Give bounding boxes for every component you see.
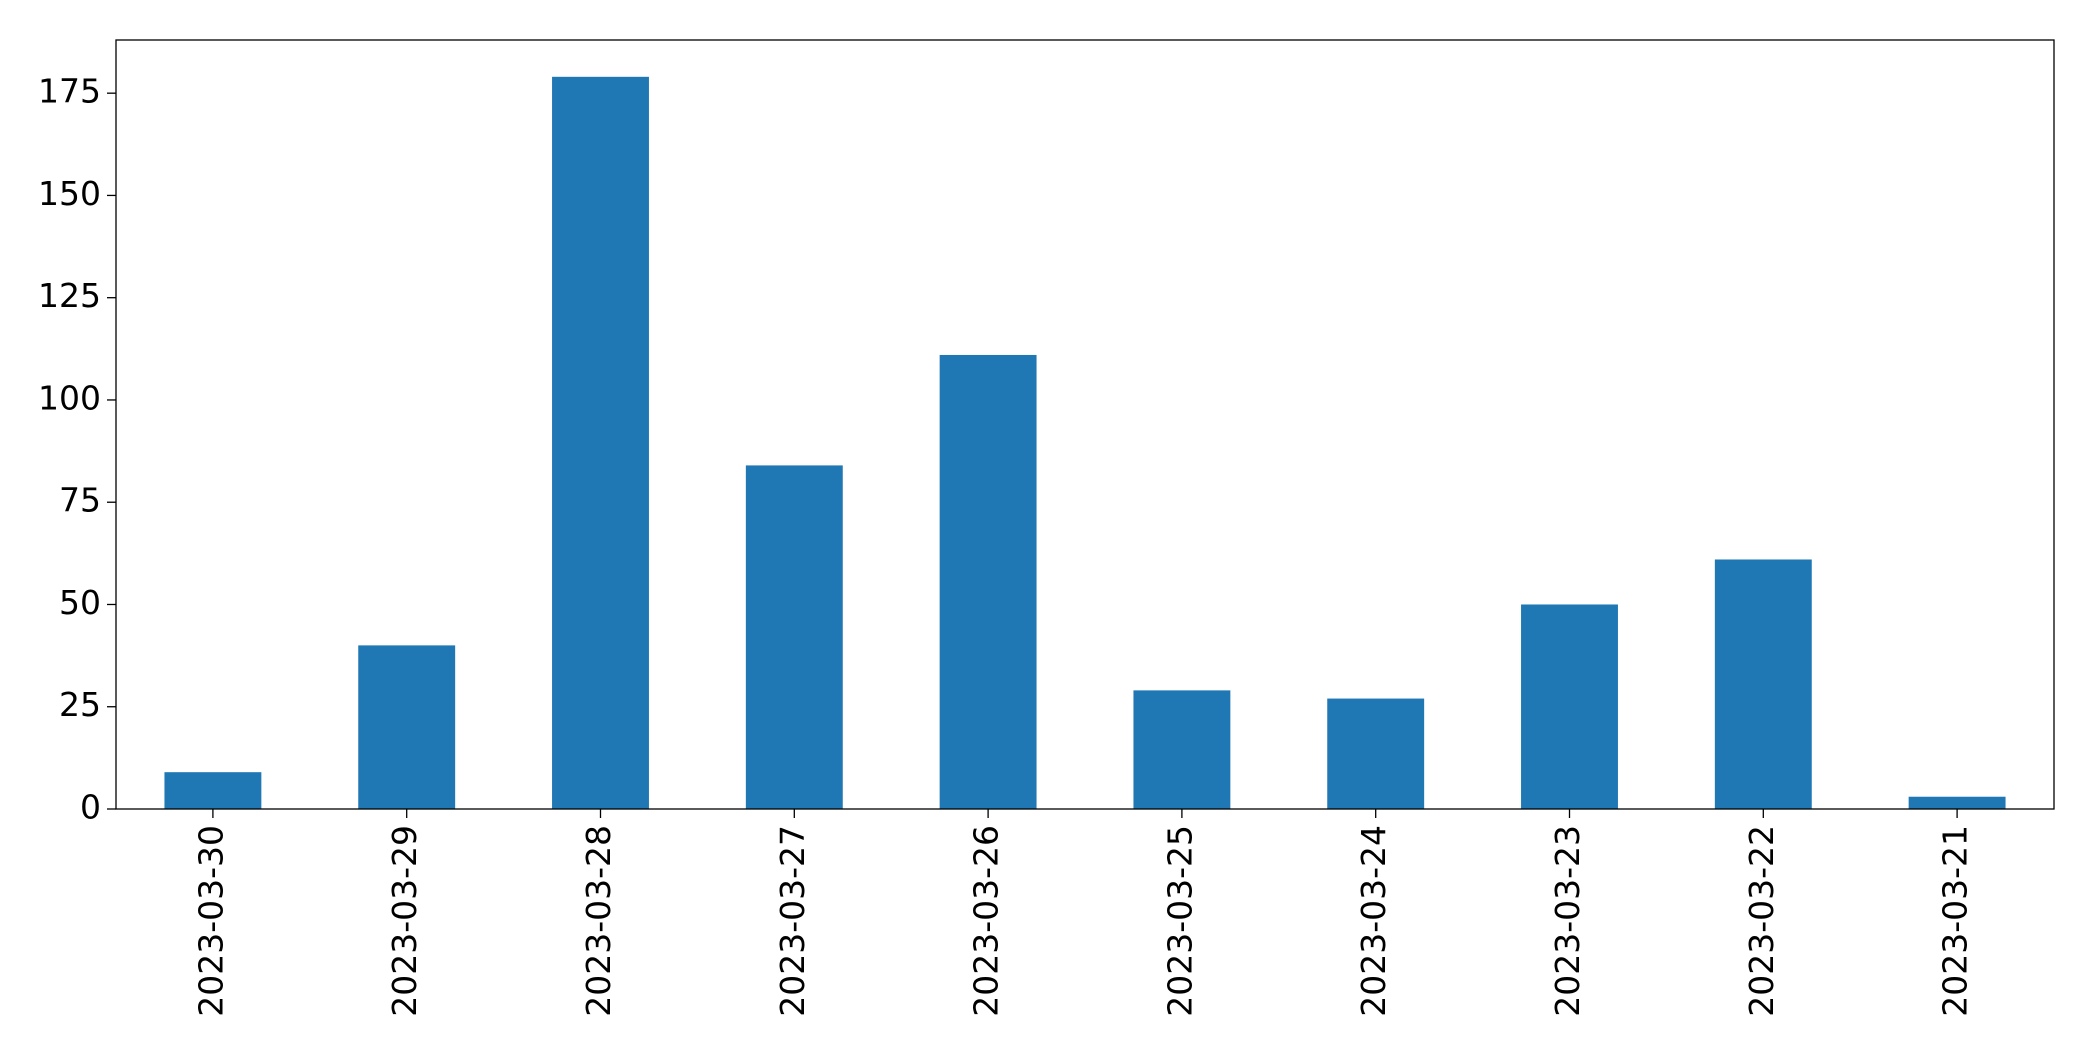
x-tick-label: 2023-03-27	[773, 825, 812, 1017]
x-tick-label: 2023-03-22	[1742, 825, 1781, 1017]
y-tick-label: 25	[59, 685, 101, 724]
y-tick-label: 150	[38, 174, 101, 213]
bar	[745, 465, 843, 809]
y-tick-label: 100	[38, 378, 101, 417]
x-tick-label: 2023-03-25	[1160, 825, 1199, 1017]
axes-frame	[115, 39, 2055, 810]
bar	[358, 645, 456, 809]
bar	[1714, 559, 1812, 809]
x-tick-label: 2023-03-23	[1548, 825, 1587, 1017]
bar	[552, 76, 649, 809]
x-tick-label: 2023-03-21	[1936, 825, 1975, 1017]
x-tick-label: 2023-03-24	[1354, 825, 1393, 1017]
y-tick-label: 125	[38, 276, 101, 315]
x-tick-label: 2023-03-30	[191, 825, 230, 1017]
x-tick-label: 2023-03-29	[385, 825, 424, 1017]
bar	[1133, 690, 1231, 809]
y-tick-label: 50	[59, 583, 101, 622]
y-tick-label: 175	[38, 72, 101, 111]
bar	[164, 772, 262, 809]
x-tick-label: 2023-03-28	[579, 825, 618, 1017]
bar	[1908, 796, 2006, 809]
bar	[1327, 698, 1425, 809]
bar	[939, 354, 1037, 809]
x-tick-label: 2023-03-26	[967, 825, 1006, 1017]
bar	[1521, 604, 1618, 809]
y-tick-label: 0	[80, 788, 101, 827]
y-tick-label: 75	[59, 481, 101, 520]
